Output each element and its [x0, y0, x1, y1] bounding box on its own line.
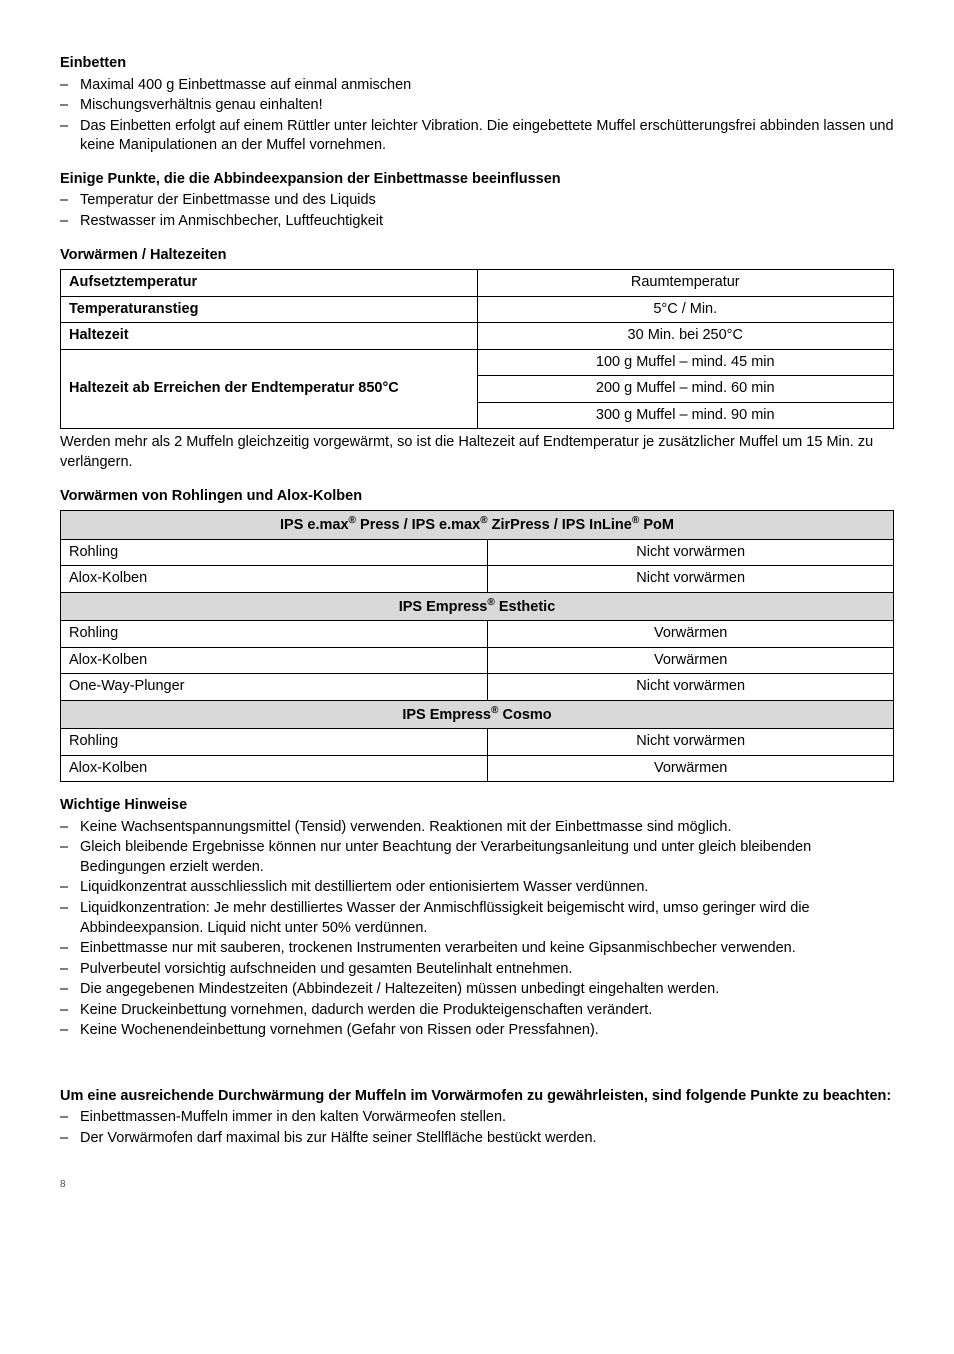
cell-label: Alox-Kolben	[61, 647, 488, 674]
table-row: Alox-Kolben Vorwärmen	[61, 755, 894, 782]
cell-label: Alox-Kolben	[61, 755, 488, 782]
list-item: Temperatur der Einbettmasse und des Liqu…	[60, 191, 894, 211]
cell-value: 300 g Muffel – mind. 90 min	[477, 402, 894, 429]
list-item: Pulverbeutel vorsichtig aufschneiden und…	[60, 960, 894, 980]
table-row: Rohling Vorwärmen	[61, 621, 894, 648]
cell-value: Vorwärmen	[488, 621, 894, 648]
table-row: Alox-Kolben Nicht vorwärmen	[61, 566, 894, 593]
cell-value: 100 g Muffel – mind. 45 min	[477, 349, 894, 376]
cell-value: Raumtemperatur	[477, 270, 894, 297]
table-haltezeiten: Aufsetztemperatur Raumtemperatur Tempera…	[60, 269, 894, 429]
table-row: Alox-Kolben Vorwärmen	[61, 647, 894, 674]
list-item: Gleich bleibende Ergebnisse können nur u…	[60, 838, 894, 877]
cell-value: 5°C / Min.	[477, 296, 894, 323]
list-item: Keine Druckeinbettung vornehmen, dadurch…	[60, 1001, 894, 1021]
table-row: Rohling Nicht vorwärmen	[61, 539, 894, 566]
cell-value: Vorwärmen	[488, 755, 894, 782]
table-row: IPS Empress® Esthetic	[61, 592, 894, 620]
cell-value: Vorwärmen	[488, 647, 894, 674]
cell-header: IPS Empress® Cosmo	[61, 700, 894, 728]
table-vorwaermen: IPS e.max® Press / IPS e.max® ZirPress /…	[60, 510, 894, 782]
list-item: Einbettmasse nur mit sauberen, trockenen…	[60, 939, 894, 959]
table-row: IPS Empress® Cosmo	[61, 700, 894, 728]
cell-value: Nicht vorwärmen	[488, 539, 894, 566]
table-row: Temperaturanstieg 5°C / Min.	[61, 296, 894, 323]
table-row: Aufsetztemperatur Raumtemperatur	[61, 270, 894, 297]
cell-value: Nicht vorwärmen	[488, 674, 894, 701]
cell-label: Rohling	[61, 539, 488, 566]
list-item: Mischungsverhältnis genau einhalten!	[60, 96, 894, 116]
cell-label: Alox-Kolben	[61, 566, 488, 593]
list-durchwaermung: Einbettmassen-Muffeln immer in den kalte…	[60, 1108, 894, 1148]
list-einbetten: Maximal 400 g Einbettmasse auf einmal an…	[60, 76, 894, 156]
cell-label: Aufsetztemperatur	[61, 270, 478, 297]
heading-wichtige-hinweise: Wichtige Hinweise	[60, 796, 894, 816]
list-item: Liquidkonzentrat ausschliesslich mit des…	[60, 878, 894, 898]
cell-header: IPS Empress® Esthetic	[61, 592, 894, 620]
list-item: Der Vorwärmofen darf maximal bis zur Häl…	[60, 1129, 894, 1149]
heading-vorwaermen-haltezeiten: Vorwärmen / Haltezeiten	[60, 246, 894, 266]
list-item: Restwasser im Anmischbecher, Luftfeuchti…	[60, 212, 894, 232]
cell-label: Haltezeit	[61, 323, 478, 350]
list-item: Die angegebenen Mindestzeiten (Abbindeze…	[60, 980, 894, 1000]
cell-header: IPS e.max® Press / IPS e.max® ZirPress /…	[61, 511, 894, 539]
heading-einbetten: Einbetten	[60, 54, 894, 74]
list-item: Einbettmassen-Muffeln immer in den kalte…	[60, 1108, 894, 1128]
heading-durchwaermung: Um eine ausreichende Durchwärmung der Mu…	[60, 1087, 894, 1107]
cell-label: One-Way-Plunger	[61, 674, 488, 701]
list-item: Maximal 400 g Einbettmasse auf einmal an…	[60, 76, 894, 96]
list-item: Keine Wachsentspannungsmittel (Tensid) v…	[60, 818, 894, 838]
cell-label: Haltezeit ab Erreichen der Endtemperatur…	[61, 349, 478, 429]
cell-value: 200 g Muffel – mind. 60 min	[477, 376, 894, 403]
page-number: 8	[60, 1178, 894, 1192]
table-row: One-Way-Plunger Nicht vorwärmen	[61, 674, 894, 701]
heading-abbindeexpansion: Einige Punkte, die die Abbindeexpansion …	[60, 170, 894, 190]
table-row: Haltezeit ab Erreichen der Endtemperatur…	[61, 349, 894, 376]
paragraph-haltezeit-note: Werden mehr als 2 Muffeln gleichzeitig v…	[60, 433, 894, 472]
cell-value: 30 Min. bei 250°C	[477, 323, 894, 350]
list-item: Das Einbetten erfolgt auf einem Rüttler …	[60, 117, 894, 156]
table-row: Rohling Nicht vorwärmen	[61, 729, 894, 756]
table-row: IPS e.max® Press / IPS e.max® ZirPress /…	[61, 511, 894, 539]
table-row: Haltezeit 30 Min. bei 250°C	[61, 323, 894, 350]
list-item: Keine Wochenendeinbettung vornehmen (Gef…	[60, 1021, 894, 1041]
cell-label: Rohling	[61, 621, 488, 648]
cell-label: Temperaturanstieg	[61, 296, 478, 323]
cell-label: Rohling	[61, 729, 488, 756]
cell-value: Nicht vorwärmen	[488, 566, 894, 593]
list-wichtige-hinweise: Keine Wachsentspannungsmittel (Tensid) v…	[60, 818, 894, 1041]
heading-vorwaermen-rohlinge: Vorwärmen von Rohlingen und Alox-Kolben	[60, 487, 894, 507]
list-abbindeexpansion: Temperatur der Einbettmasse und des Liqu…	[60, 191, 894, 231]
cell-value: Nicht vorwärmen	[488, 729, 894, 756]
list-item: Liquidkonzentration: Je mehr destilliert…	[60, 899, 894, 938]
